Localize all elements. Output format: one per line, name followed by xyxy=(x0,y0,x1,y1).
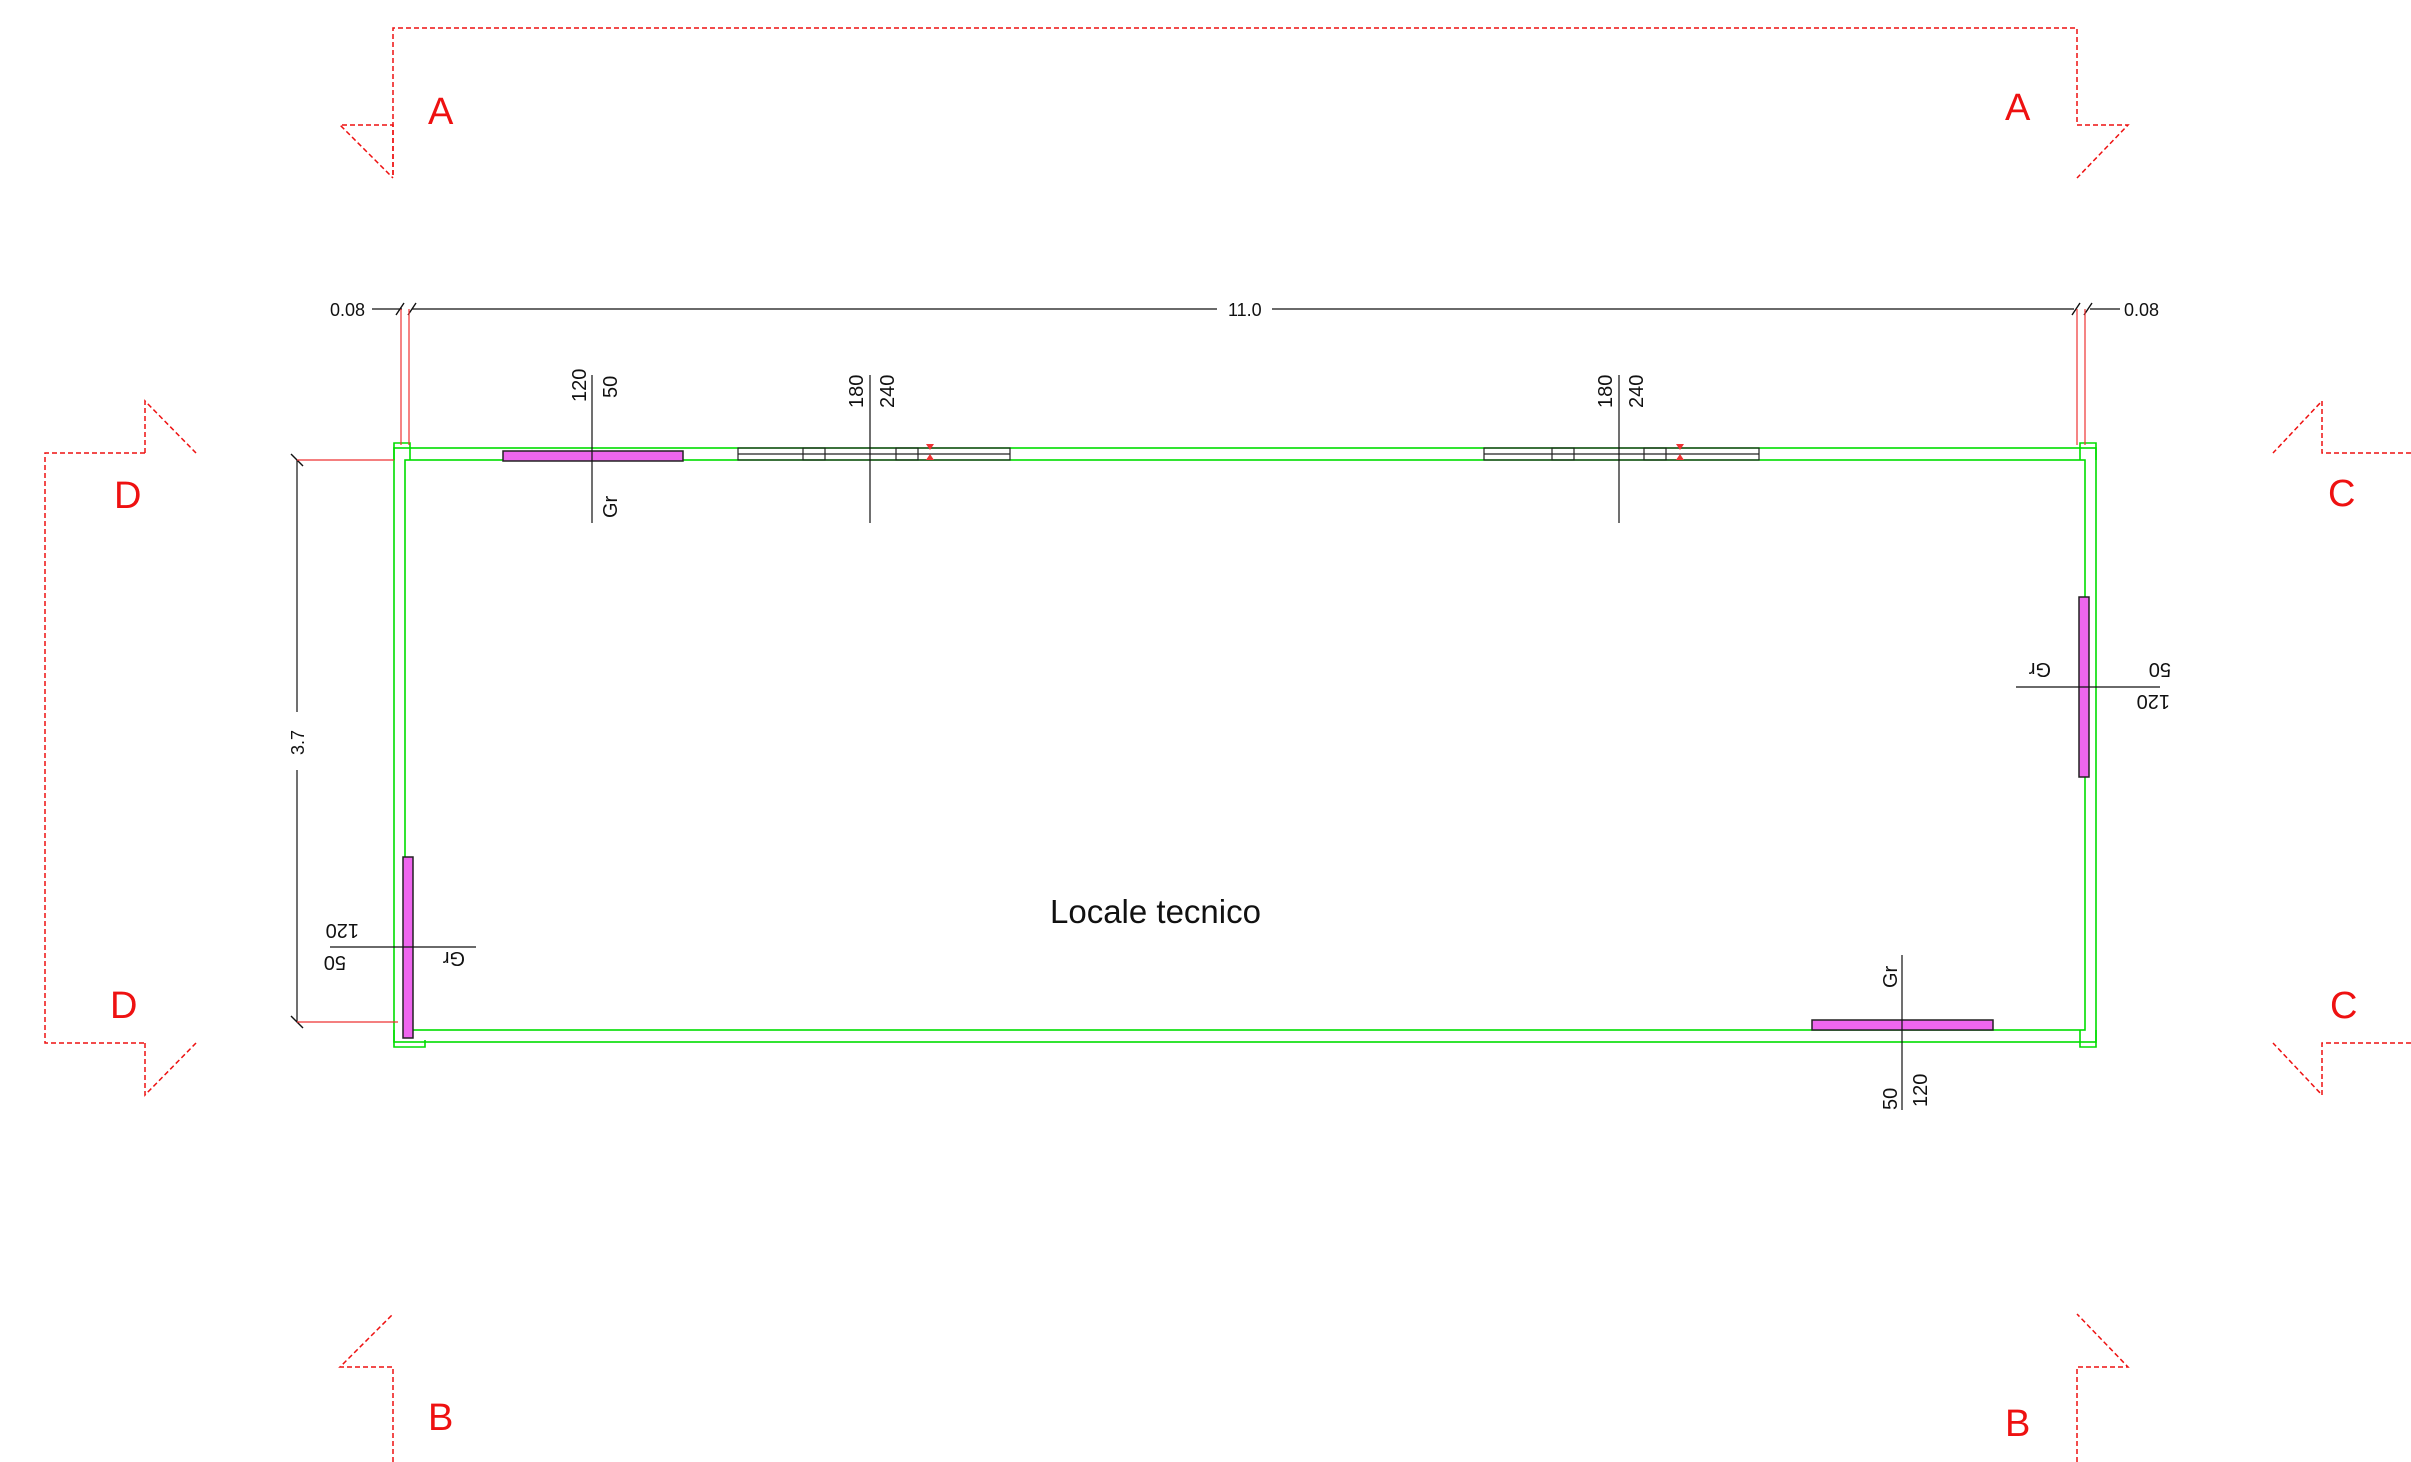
walls xyxy=(393,442,2097,1048)
south-window-width: 120 xyxy=(1910,1074,1932,1107)
section-label-a-right: A xyxy=(2005,87,2031,129)
west-window-sill: Gr xyxy=(442,947,465,969)
section-b-arrow-left xyxy=(338,1313,394,1462)
room-name: Locale tecnico xyxy=(1050,893,1261,930)
door-right-width: 180 xyxy=(1595,375,1617,408)
section-c-arrow-top xyxy=(2272,399,2411,454)
section-label-a-left: A xyxy=(428,91,454,133)
door-right-height: 240 xyxy=(1626,375,1648,408)
section-label-b-left: B xyxy=(428,1397,453,1439)
north-window-sill: Gr xyxy=(600,495,622,518)
corner-nw xyxy=(393,442,411,460)
windows xyxy=(402,450,2090,1039)
section-label-c-top: C xyxy=(2328,473,2355,515)
dim-wall-left: 0.08 xyxy=(330,300,365,320)
section-a-line xyxy=(392,27,2078,175)
corner-ne xyxy=(2079,442,2097,460)
north-window-height: 50 xyxy=(600,376,622,398)
section-label-d-bottom: D xyxy=(110,985,137,1027)
dim-overall-depth: 3.7 xyxy=(288,730,308,755)
east-window-height: 50 xyxy=(2149,658,2171,680)
doors xyxy=(737,444,1760,461)
dimension-top xyxy=(372,302,2120,445)
south-window-height: 50 xyxy=(1880,1088,1902,1110)
section-lines xyxy=(44,27,2411,1462)
dim-wall-right: 0.08 xyxy=(2124,300,2159,320)
wall-inner xyxy=(404,459,2086,1031)
north-window-width: 120 xyxy=(569,369,591,402)
west-window-height: 50 xyxy=(324,951,346,973)
section-label-b-right: B xyxy=(2005,1403,2030,1445)
dim-overall-width: 11.0 xyxy=(1228,300,1262,320)
west-window-width: 120 xyxy=(326,919,359,941)
door-north-left xyxy=(737,444,1011,461)
section-label-d-top: D xyxy=(114,475,141,517)
section-d-arrow-bottom xyxy=(144,1042,197,1097)
door-left-width: 180 xyxy=(846,375,868,408)
section-a-arrow-left xyxy=(338,124,394,179)
section-label-c-bottom: C xyxy=(2330,985,2357,1027)
south-window-sill: Gr xyxy=(1880,965,1902,988)
section-b-arrow-right xyxy=(2076,1313,2130,1462)
corner-se xyxy=(2079,1030,2097,1048)
east-window-width: 120 xyxy=(2137,690,2170,712)
section-d-line xyxy=(44,452,145,1044)
door-left-height: 240 xyxy=(877,375,899,408)
east-window-sill: Gr xyxy=(2028,658,2051,680)
dimension-left xyxy=(290,453,398,1029)
section-d-arrow-top xyxy=(144,399,197,454)
door-north-right xyxy=(1483,444,1760,461)
wall-outer xyxy=(393,447,2097,1043)
section-c-arrow-bottom xyxy=(2272,1042,2411,1097)
annotation-leaders xyxy=(330,375,2160,1110)
window-north xyxy=(502,450,684,462)
section-a-arrow-right xyxy=(2076,124,2130,179)
corner-sw xyxy=(393,1030,426,1048)
